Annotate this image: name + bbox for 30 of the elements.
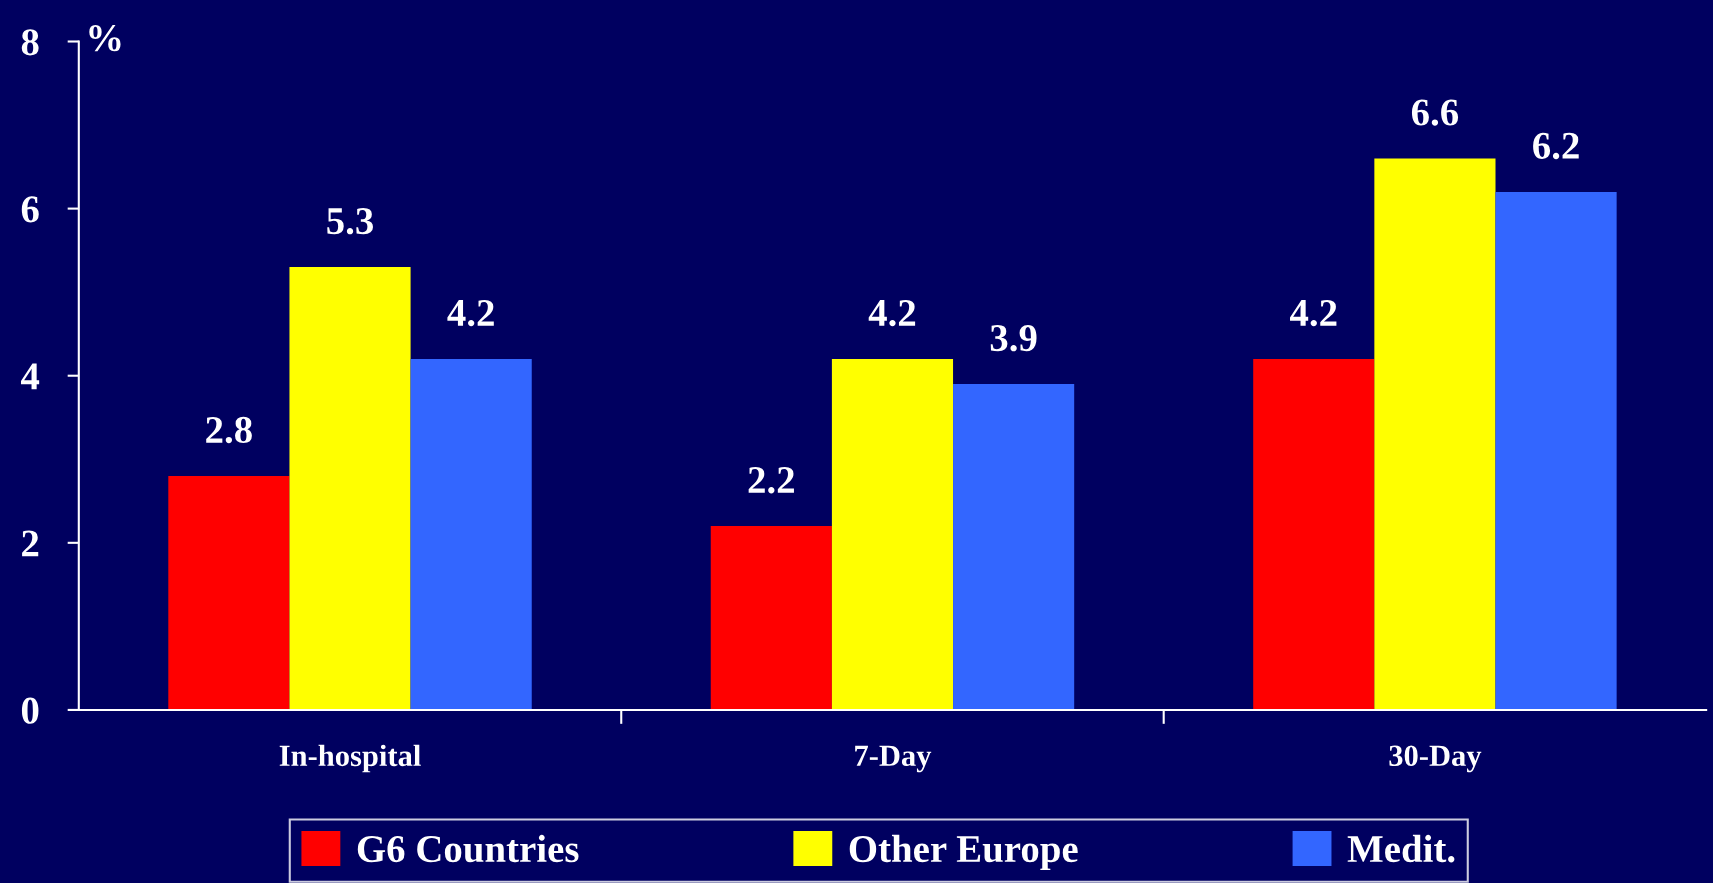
y-axis-title: % <box>89 24 121 52</box>
data-label: 2.2 <box>748 467 794 494</box>
bar <box>1253 359 1375 710</box>
y-tick-label: 0 <box>21 697 39 724</box>
y-tick-label: 4 <box>21 363 40 390</box>
data-label: 2.8 <box>206 416 252 444</box>
legend-label: Other Europe <box>849 834 1078 871</box>
x-tick-label: 7-Day <box>855 745 932 773</box>
y-tick-label: 8 <box>21 29 39 56</box>
x-tick-label: In-hospital <box>279 744 421 773</box>
data-label: 6.6 <box>1411 99 1459 126</box>
x-tick-label: 30-Day <box>1389 745 1482 773</box>
data-label: 6.2 <box>1533 132 1579 160</box>
bar <box>410 359 532 710</box>
data-label: 3.9 <box>990 325 1037 352</box>
bar <box>831 359 954 710</box>
legend-label: Medit. <box>1347 834 1455 863</box>
data-label: 4.2 <box>447 299 494 327</box>
bar <box>168 475 290 710</box>
data-label: 4.2 <box>1290 299 1337 327</box>
data-label: 4.2 <box>868 299 916 327</box>
bar <box>710 526 832 710</box>
bar <box>1495 191 1617 710</box>
bar <box>1374 158 1496 710</box>
bar <box>953 384 1075 710</box>
bar <box>289 267 411 710</box>
y-tick-label: 6 <box>21 196 39 223</box>
data-label: 5.3 <box>327 208 373 235</box>
y-tick-label: 2 <box>22 530 39 557</box>
legend-label: G6 Countries <box>357 834 579 863</box>
